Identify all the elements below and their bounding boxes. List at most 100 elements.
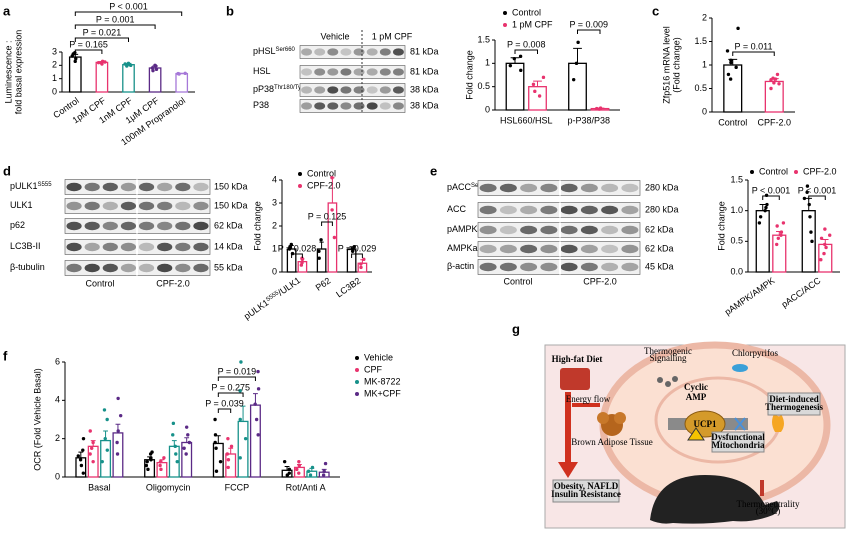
- data-point: [105, 417, 109, 422]
- blot-band: [102, 221, 118, 231]
- data-point: [574, 61, 579, 66]
- blot-band: [379, 102, 391, 110]
- text-part: pP38: [253, 84, 274, 94]
- data-point: [533, 89, 537, 94]
- y-axis-label: Fold change: [464, 50, 474, 100]
- data-point: [824, 245, 828, 250]
- data-point: [352, 245, 356, 249]
- data-point: [282, 459, 287, 464]
- x-tick-label: p-P38/P38: [567, 115, 610, 125]
- legend-label: MK-8722: [364, 376, 401, 386]
- data-point: [518, 54, 523, 59]
- data-point: [171, 433, 175, 437]
- bar: [568, 62, 587, 111]
- data-point: [758, 215, 763, 219]
- annotation: P = 0.039: [205, 398, 244, 408]
- data-point: [321, 473, 326, 477]
- legend-marker: [355, 380, 359, 384]
- y-axis-label: fold basal expression: [13, 30, 23, 115]
- legend-marker: [794, 170, 798, 174]
- y-tick-label: 2: [702, 12, 707, 22]
- data-point: [323, 461, 328, 466]
- data-point: [823, 227, 827, 231]
- data-point: [350, 247, 355, 251]
- blot-size: 38 kDa: [410, 84, 439, 94]
- bracket: [291, 253, 303, 258]
- blot-band: [340, 102, 352, 110]
- y-tick-label: 1: [52, 73, 57, 83]
- blot-band: [327, 86, 339, 94]
- blot-band: [499, 225, 517, 235]
- group-label: CPF-2.0: [156, 278, 190, 288]
- annotation: P = 0.275: [211, 382, 250, 392]
- data-point: [76, 454, 80, 458]
- data-point: [541, 75, 546, 80]
- superscript: S555: [38, 182, 53, 188]
- x-tick-label: pULK1S555/ULK1: [242, 275, 302, 321]
- data-point: [151, 68, 155, 73]
- data-point: [725, 49, 730, 53]
- y-tick-label: 2: [55, 433, 60, 443]
- bracket: [74, 24, 156, 29]
- blot-band: [327, 102, 339, 110]
- data-point: [171, 421, 176, 426]
- data-point: [253, 402, 257, 406]
- data-point: [158, 463, 162, 468]
- y-axis-label: (Fold change): [671, 37, 681, 93]
- x-tick-label: CPF-2.0: [757, 117, 791, 127]
- blot-row-label: pHSLSer660: [253, 46, 296, 56]
- blot-band: [499, 244, 517, 254]
- lane-label: 1 pM CPF: [372, 31, 413, 41]
- blot-size: 62 kDa: [645, 243, 674, 253]
- data-point: [764, 205, 768, 210]
- blot-band: [102, 201, 118, 211]
- blot-band: [314, 86, 326, 94]
- blot-band: [84, 221, 100, 231]
- data-point: [508, 63, 513, 68]
- annotation: P = 0.029: [338, 243, 377, 253]
- data-point: [256, 369, 260, 374]
- data-point: [226, 458, 231, 462]
- bar: [122, 64, 135, 93]
- blot-band: [157, 242, 173, 252]
- blot-band: [138, 182, 155, 192]
- blot-band: [314, 48, 326, 56]
- blot-band: [520, 183, 538, 193]
- blot-row-label: pP38Thr180/Tyr182: [253, 84, 314, 94]
- blot-band: [621, 205, 639, 215]
- blot-row-label: β-actin: [447, 261, 474, 271]
- schematic-label: Insulin Resistance: [551, 489, 621, 499]
- blot-band: [540, 262, 558, 272]
- text-part: ULK1: [10, 200, 33, 210]
- blot-size: 38 kDa: [410, 100, 439, 110]
- blot-size: 81 kDa: [410, 46, 439, 56]
- blot-band: [84, 263, 100, 273]
- legend-marker: [750, 170, 754, 174]
- blot-band: [120, 263, 137, 273]
- data-point: [73, 59, 77, 64]
- blot-band: [379, 68, 391, 76]
- x-tick-label: pAMPK/AMPK: [723, 275, 777, 317]
- legend-label: CPF-2.0: [803, 166, 837, 176]
- error-bar: [284, 465, 290, 471]
- data-point: [359, 262, 363, 266]
- blot-size: 55 kDa: [214, 262, 243, 272]
- schematic-label: Obesity, NAFLD: [554, 481, 619, 491]
- annotation: P = 0.021: [83, 27, 122, 37]
- text-part: AMPKa: [447, 243, 478, 253]
- data-point: [763, 208, 767, 213]
- blot-band: [138, 263, 155, 273]
- panel-label: a: [3, 3, 11, 18]
- data-point: [146, 467, 150, 472]
- bracket: [351, 253, 363, 258]
- blot-band: [601, 225, 619, 235]
- blot-band: [479, 262, 497, 272]
- y-tick-label: 0.5: [477, 81, 490, 91]
- bar: [723, 64, 743, 113]
- blot-band: [193, 242, 209, 252]
- blot-band: [193, 182, 209, 192]
- blot-band: [366, 68, 378, 76]
- data-point: [158, 459, 163, 464]
- data-point: [781, 221, 786, 225]
